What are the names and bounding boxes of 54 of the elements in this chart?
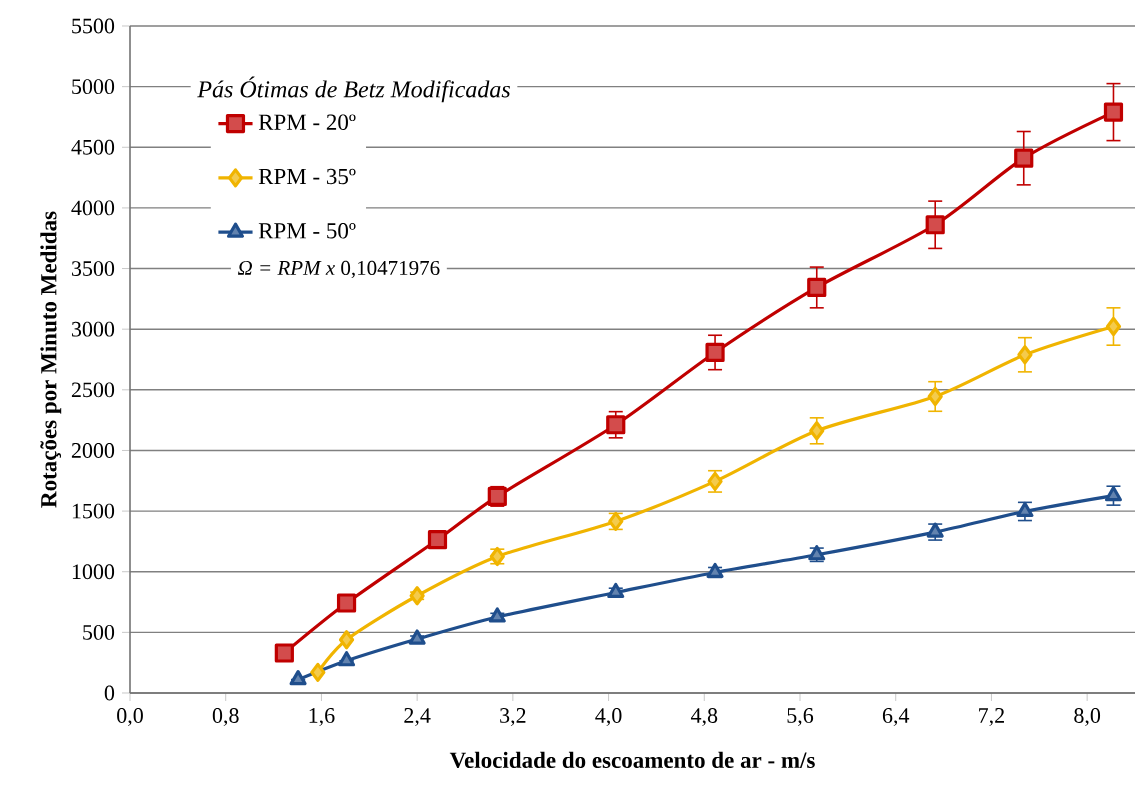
x-tick-label: 3,2 [500,708,526,727]
point [427,530,448,550]
point [1016,501,1034,518]
point [705,342,725,363]
annotation: Ω = RPM x 0,10471976 [238,260,440,279]
point [408,629,426,645]
y-tick-label: 3500 [72,261,115,276]
y-tick-label: 2500 [71,382,115,398]
legend-title: Pás Ótimas de Betz Modificadas [197,76,510,103]
point [336,593,357,613]
y-tick-label: 500 [83,624,115,640]
x-tick-label: 6,4 [882,708,910,727]
point [338,651,356,667]
point [310,662,326,682]
legend-label: RPM - 50º [258,223,356,239]
y-tick-label: 1000 [72,564,115,580]
point [338,630,355,650]
y-tick-label: 4000 [71,200,115,216]
x-tick-label: 4,0 [595,708,622,727]
x-tick-label: 0,0 [117,708,143,727]
x-tick-label: 7,2 [979,708,1004,727]
point [488,607,506,623]
point [274,643,294,663]
y-tick-label: 2000 [71,443,115,458]
x-tick-label: 4,8 [690,708,718,727]
x-tick-label: 1,6 [309,708,335,727]
point [607,582,625,599]
y-axis-title: Rotações por Minuto Medidas [40,211,62,508]
point [1014,148,1034,168]
point [1103,102,1124,122]
y-tick-label: 4500 [71,139,115,155]
point [927,386,943,407]
point [925,215,945,235]
point [807,277,827,298]
y-tick-label: 5000 [72,79,115,95]
x-tick-label: 0,8 [212,708,239,727]
x-tick-label: 2,4 [404,708,431,727]
point [1017,345,1033,365]
legend-label: RPM - 20º [258,114,356,130]
x-tick-label: 8,0 [1074,708,1101,727]
point [809,421,825,441]
y-tick-label: 1500 [72,503,115,519]
point [606,415,626,435]
y-tick-label: 3000 [72,321,115,337]
x-axis-title: Velocidade do escoamento de ar - m/s [449,751,815,769]
point [1104,486,1122,502]
y-tick-label: 5500 [72,18,115,34]
y-tick-label: 0 [104,685,115,701]
x-tick-label: 5,6 [787,708,814,727]
legend-label: RPM - 35º [258,168,356,185]
point [1105,316,1122,337]
point [706,562,724,579]
point [409,586,425,606]
point [289,670,307,686]
